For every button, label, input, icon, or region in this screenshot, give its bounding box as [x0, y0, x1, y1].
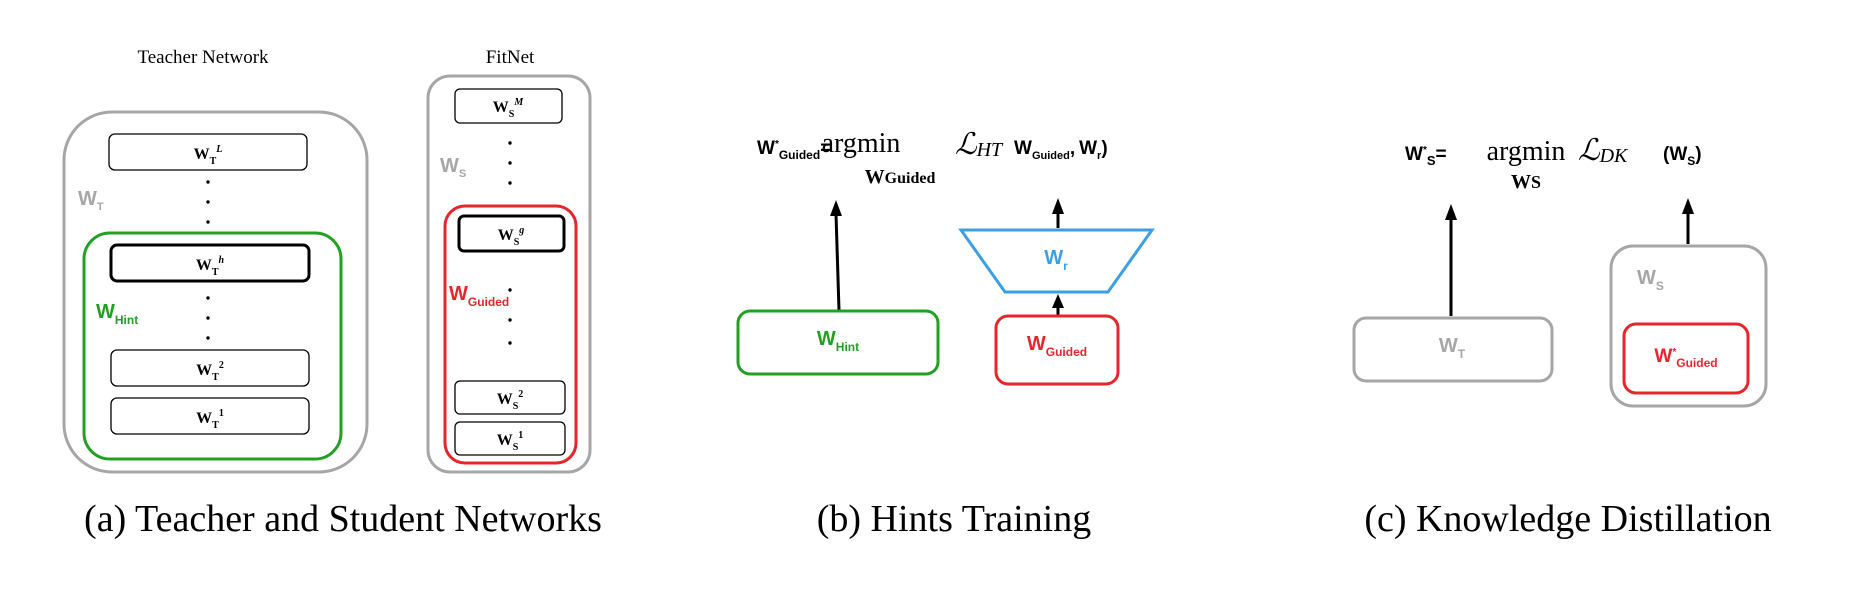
- knowledge-distillation-formula: W*S= argmin WS ℒDK (WS): [1405, 134, 1702, 193]
- guided-box-c: [1622, 322, 1750, 395]
- hints-training-formula: W*Guided= argmin WGuided ℒHT WGuided, Wr): [757, 128, 1108, 188]
- svg-text:WGuided: WGuided: [865, 166, 936, 188]
- student-group-container: [1609, 244, 1768, 408]
- student-layer-1: [454, 421, 566, 456]
- svg-text:WGuided: WGuided: [1027, 333, 1087, 359]
- teacher-arrow: [1445, 204, 1457, 316]
- svg-text:argmin: argmin: [822, 128, 901, 159]
- hint-group-container: [82, 231, 343, 461]
- student-group-label: WS: [440, 155, 466, 180]
- fitnet-title: FitNet: [486, 47, 535, 68]
- svg-text:WS1: WS1: [497, 430, 524, 453]
- svg-text:WSg: WSg: [498, 225, 525, 248]
- guided-group-container: [443, 204, 578, 465]
- panel-a: Teacher Network FitNet WT WTL WHint WTh …: [62, 47, 602, 540]
- teacher-box: [1352, 316, 1554, 383]
- svg-text:WS2: WS2: [497, 389, 524, 412]
- svg-text:WS: WS: [1637, 267, 1664, 293]
- teacher-layer-h: [109, 243, 311, 283]
- teacher-layer-l: [108, 133, 308, 171]
- student-ellipsis-bottom: [508, 288, 512, 345]
- teacher-network-title: Teacher Network: [137, 47, 269, 68]
- svg-text:argmin: argmin: [1487, 136, 1566, 167]
- guided-box: [994, 314, 1120, 386]
- teacher-network-container: [62, 110, 369, 474]
- svg-text:Wr: Wr: [1044, 247, 1068, 273]
- svg-text:ℒHT: ℒHT: [955, 128, 1004, 161]
- svg-text:W*S=: W*S=: [1405, 144, 1447, 168]
- svg-text:WSM: WSM: [493, 97, 525, 120]
- svg-text:WTh: WTh: [196, 255, 225, 278]
- guided-to-regressor-arrow: [1052, 294, 1064, 315]
- regressor-arrow: [1052, 198, 1064, 228]
- hint-group-label: WHint: [96, 301, 138, 327]
- panel-c: W*S= argmin WS ℒDK (WS) WT WS W*Guided (…: [1352, 134, 1772, 540]
- guided-group-label: WGuided: [449, 283, 509, 309]
- hint-arrow: [830, 200, 842, 311]
- student-layer-m: [454, 88, 563, 124]
- student-arrow: [1682, 198, 1694, 244]
- caption-b: (b) Hints Training: [817, 498, 1091, 540]
- caption-a: (a) Teacher and Student Networks: [84, 498, 602, 540]
- teacher-ellipsis-bottom: [206, 296, 210, 340]
- teacher-layer-2: [110, 349, 310, 387]
- svg-text:W*Guided: W*Guided: [1654, 346, 1717, 370]
- svg-text:ℒDK: ℒDK: [1578, 134, 1629, 167]
- svg-text:WT2: WT2: [196, 360, 224, 383]
- student-layer-2: [454, 380, 566, 415]
- svg-text:WHint: WHint: [817, 328, 859, 354]
- panel-b: W*Guided= argmin WGuided ℒHT WGuided, Wr)…: [736, 128, 1155, 540]
- student-layer-g: [457, 214, 566, 253]
- svg-text:WTL: WTL: [194, 144, 223, 167]
- student-ellipsis-top: [508, 141, 512, 185]
- svg-text:WT1: WT1: [196, 408, 224, 431]
- svg-text:WGuided,Wr): WGuided, Wr): [1014, 138, 1108, 162]
- teacher-group-label: WT: [78, 188, 104, 213]
- regressor-trapezoid: [958, 228, 1155, 294]
- caption-c: (c) Knowledge Distillation: [1364, 498, 1771, 540]
- svg-text:W*Guided=: W*Guided=: [757, 138, 831, 162]
- fitnet-container: [426, 74, 592, 474]
- teacher-ellipsis-top: [206, 180, 210, 224]
- teacher-layer-1: [110, 397, 310, 435]
- svg-text:WS: WS: [1511, 171, 1541, 193]
- svg-text:WT: WT: [1439, 335, 1466, 361]
- svg-text:(WS): (WS): [1663, 144, 1702, 168]
- hint-box: [736, 309, 940, 376]
